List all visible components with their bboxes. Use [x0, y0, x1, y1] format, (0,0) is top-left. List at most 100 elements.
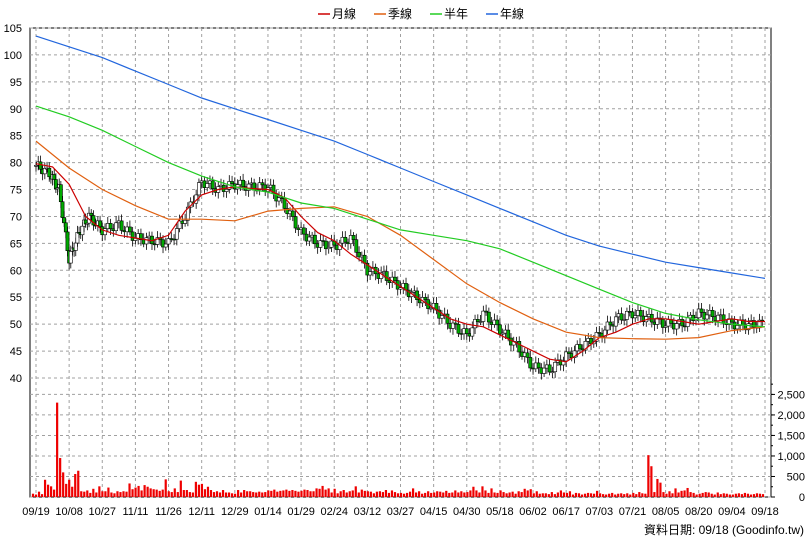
price-tick-label: 55: [10, 292, 22, 304]
volume-bars: [31, 402, 765, 497]
candle-up: [318, 240, 323, 248]
volume-bar: [484, 490, 487, 497]
volume-bar: [378, 491, 382, 497]
volume-bar: [689, 492, 692, 497]
volume-bar: [659, 482, 662, 497]
volume-bar: [463, 492, 466, 497]
volume-bar: [62, 472, 65, 497]
volume-bar: [77, 470, 80, 497]
volume-bar: [179, 480, 182, 497]
candle-up: [674, 323, 679, 330]
volume-bar: [532, 493, 535, 497]
volume-bar: [98, 486, 101, 497]
candle-down: [752, 320, 756, 328]
volume-bar: [589, 493, 593, 497]
price-tick-label: 75: [10, 185, 22, 197]
date-tick-label: 11/11: [122, 506, 148, 518]
volume-bar: [577, 493, 581, 497]
volume-bar: [408, 491, 412, 497]
candle-up: [451, 322, 455, 329]
volume-bar: [354, 486, 357, 497]
volume-bar: [411, 488, 415, 497]
volume-bar: [626, 493, 629, 497]
date-tick-label: 10/27: [89, 506, 117, 518]
volume-bar: [418, 491, 421, 497]
volume-bar: [381, 492, 385, 497]
volume-bar: [158, 490, 161, 497]
volume-bar: [221, 490, 225, 497]
volume-bar: [758, 493, 762, 497]
date-tick-label: 06/17: [552, 506, 580, 518]
candle-up: [185, 206, 190, 221]
candle-up: [655, 317, 660, 325]
volume-bar: [276, 491, 279, 497]
volume-tick-label: 1,500: [777, 430, 805, 442]
candle-down: [62, 217, 67, 224]
candle-down: [445, 313, 450, 324]
volume-bar: [644, 493, 647, 497]
volume-bar: [707, 492, 710, 497]
volume-bar: [197, 484, 201, 497]
date-tick-label: 04/15: [420, 506, 448, 518]
date-tick-label: 09/19: [22, 506, 50, 518]
candle-down: [578, 344, 582, 350]
price-tick-label: 70: [10, 211, 22, 223]
volume-bar: [167, 491, 170, 497]
volume-bar: [206, 486, 210, 497]
volume-bar: [472, 486, 475, 497]
candle-down: [721, 314, 726, 324]
volume-bar: [312, 491, 315, 497]
volume-bar: [49, 486, 53, 497]
candle-down: [91, 215, 96, 226]
volume-bar: [414, 492, 418, 497]
volume-bar: [686, 487, 689, 497]
volume-bar: [83, 491, 86, 497]
volume-bar: [505, 493, 508, 497]
volume-bar: [285, 489, 288, 497]
candle-up: [470, 327, 475, 337]
volume-bar: [427, 491, 430, 497]
series-line-ma60: [35, 140, 766, 340]
candle-up: [246, 183, 251, 191]
volume-bar: [611, 492, 614, 497]
volume-bar: [34, 494, 38, 497]
volume-bar: [101, 491, 104, 497]
volume-bar: [683, 490, 686, 497]
candle-down: [536, 362, 541, 369]
date-tick-label: 08/20: [685, 506, 713, 518]
volume-bar: [267, 490, 270, 497]
volume-bar: [113, 493, 116, 497]
candle-down: [89, 212, 94, 216]
candle-up: [73, 242, 78, 251]
volume-bar: [306, 490, 309, 497]
candle-up: [144, 237, 149, 245]
volume-bar: [86, 490, 89, 497]
volume-bar: [490, 488, 493, 497]
date-tick-label: 12/29: [221, 506, 249, 518]
volume-bar: [752, 494, 756, 497]
volume-bar: [372, 493, 375, 497]
volume-bar: [31, 493, 35, 497]
candle-up: [478, 321, 483, 323]
series-line-ma120: [35, 105, 766, 328]
volume-bar: [119, 492, 122, 497]
volume-tick-label: 500: [787, 471, 805, 483]
series-line-ma240: [35, 35, 766, 279]
volume-bar: [523, 488, 526, 497]
candle-down: [241, 179, 246, 187]
volume-bar: [698, 493, 701, 497]
candle-down: [506, 329, 511, 339]
volume-bar: [252, 492, 255, 497]
volume-bar: [246, 491, 249, 497]
candle-down: [301, 227, 306, 235]
volume-bar: [704, 492, 707, 497]
volume-bar: [433, 492, 436, 497]
candle-up: [605, 321, 610, 331]
volume-bar: [188, 492, 191, 497]
volume-bar: [550, 492, 553, 497]
volume-bar: [74, 474, 77, 497]
volume-bar: [580, 494, 584, 497]
candle-down: [710, 310, 715, 317]
volume-bar: [336, 493, 339, 497]
volume-bar: [568, 491, 572, 497]
